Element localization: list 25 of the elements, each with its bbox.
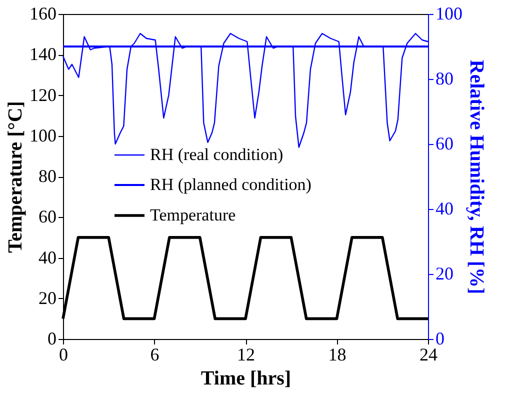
x-tick-label: 18 [328,344,346,364]
y2-tick-label: 0 [436,328,444,348]
x-axis-title: Time [hrs] [200,368,292,390]
y2-tick-label: 40 [436,198,454,218]
y2-tick-label: 20 [436,264,454,284]
y2-tick-label: 80 [436,68,454,88]
x-tick-label: 24 [420,344,438,364]
y2-axis-title: Relative Humidity, RH [%] [466,60,488,294]
legend-label: RH (real condition) [150,145,284,164]
x-tick-label: 12 [237,344,255,364]
y-tick-label: 0 [48,328,56,348]
y-tick-label: 80 [38,166,56,186]
y2-tick-label: 60 [436,134,454,154]
legend-label: RH (planned condition) [150,175,312,194]
y2-tick-label: 100 [436,4,462,24]
y-tick-label: 120 [30,84,56,105]
y-tick-label: 40 [38,247,56,268]
y-axis-title: Temperature [°C] [4,101,26,253]
y-tick-label: 100 [30,125,56,146]
y-tick-label: 160 [30,4,56,24]
y-tick-label: 60 [38,206,56,227]
y-tick-label: 20 [38,288,56,308]
legend-label: Temperature [150,206,236,224]
y-tick-label: 140 [30,44,56,64]
x-tick-label: 6 [150,344,160,364]
